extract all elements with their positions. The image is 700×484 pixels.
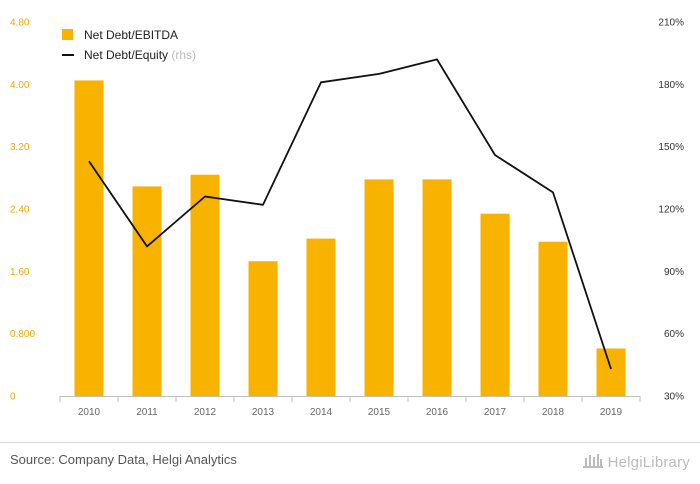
right-tick-label: 180%: [658, 80, 684, 91]
bar: [248, 261, 278, 396]
right-tick-label: 60%: [664, 329, 684, 340]
legend: Net Debt/EBITDA Net Debt/Equity (rhs): [62, 28, 196, 62]
x-tick-label: 2018: [542, 407, 565, 418]
line-path: [88, 58, 612, 370]
right-tick-label: 90%: [664, 267, 684, 278]
line-series: [88, 58, 612, 370]
bar-series: [74, 80, 626, 396]
legend-line-label: Net Debt/Equity: [84, 48, 168, 62]
x-tick-label: 2012: [194, 407, 217, 418]
x-tick-label: 2013: [252, 407, 275, 418]
right-axis: 30% 60% 90% 120% 150% 180% 210%: [658, 18, 684, 403]
legend-line-suffix: (rhs): [171, 48, 196, 62]
left-tick-label: 0: [10, 392, 16, 403]
footer: Source: Company Data, Helgi Analytics He…: [0, 442, 700, 484]
left-tick-label: 1.60: [10, 267, 30, 278]
right-tick-label: 210%: [658, 18, 684, 29]
bar: [422, 179, 452, 396]
bar: [132, 186, 162, 396]
left-tick-label: 4.80: [10, 18, 30, 29]
bar: [596, 348, 626, 396]
legend-bar-label: Net Debt/EBITDA: [84, 28, 178, 42]
bar: [190, 174, 220, 396]
x-tick-label: 2017: [484, 407, 507, 418]
legend-bar-swatch: [62, 29, 73, 40]
left-axis: 0 0.800 1.60 2.40 3.20 4.00 4.80: [10, 18, 35, 403]
source-note: Source: Company Data, Helgi Analytics: [10, 452, 237, 467]
right-tick-label: 150%: [658, 142, 684, 153]
right-tick-label: 30%: [664, 392, 684, 403]
brand-logo: HelgiLibrary: [582, 451, 690, 474]
bar: [74, 80, 104, 396]
x-axis: 2010 2011 2012 2013 2014 2015 2016 2017 2018 2019: [59, 396, 641, 418]
x-tick-label: 2015: [368, 407, 391, 418]
x-tick-label: 2011: [136, 407, 158, 418]
bar: [480, 213, 510, 396]
x-tick-label: 2010: [78, 407, 101, 418]
brand-name: HelgiLibrary: [607, 454, 690, 471]
bar: [306, 238, 336, 396]
legend-line-text: Net Debt/Equity (rhs): [84, 48, 196, 62]
bar: [364, 179, 394, 396]
bar: [538, 241, 568, 396]
left-tick-label: 4.00: [10, 80, 30, 91]
right-tick-label: 120%: [658, 205, 684, 216]
x-tick-label: 2014: [310, 407, 333, 418]
left-tick-label: 3.20: [10, 142, 30, 153]
x-tick-label: 2019: [600, 407, 623, 418]
left-tick-label: 2.40: [10, 205, 30, 216]
left-tick-label: 0.800: [10, 329, 35, 340]
library-building-icon: [582, 451, 604, 474]
x-tick-label: 2016: [426, 407, 449, 418]
chart: 0 0.800 1.60 2.40 3.20 4.00 4.80 30% 60% 90% 120%…: [10, 18, 684, 419]
